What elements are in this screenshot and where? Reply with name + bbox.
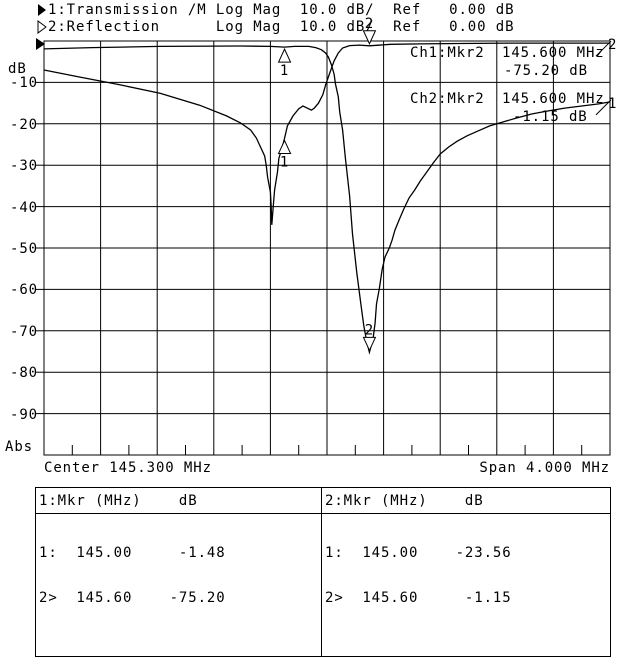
marker-table-row: 1: 145.00 -23.56	[325, 545, 512, 561]
marker-table-ch1: 1:Mkr (MHz) dB 1: 145.00 -1.48 2> 145.60…	[36, 488, 322, 656]
marker-1-symbol-icon	[277, 139, 292, 155]
ch2-readout-freq: 145.600 MHz	[502, 91, 605, 107]
marker-1-symbol-icon	[277, 47, 292, 63]
traces: 12	[43, 37, 617, 355]
y-axis-label: -70	[10, 323, 38, 340]
ch2-readout-label: Ch2:Mkr2	[410, 91, 485, 107]
y-axis-label: -90	[10, 406, 38, 423]
marker-table: 1:Mkr (MHz) dB 1: 145.00 -1.48 2> 145.60…	[35, 487, 611, 657]
marker-1-label: 1	[280, 155, 289, 171]
trace-reflection	[43, 42, 610, 225]
y-axis-label: -50	[10, 241, 38, 257]
x-axis-center-label: Center 145.300 MHz	[44, 460, 212, 476]
marker-table-ch2: 2:Mkr (MHz) dB 1: 145.00 -23.56 2> 145.6…	[322, 488, 610, 656]
y-axis-label: -80	[10, 365, 38, 382]
x-axis-span-label: Span 4.000 MHz	[479, 460, 610, 476]
channel2-arrow-icon	[37, 20, 47, 34]
marker-2-label: 2	[365, 322, 374, 338]
trace-end-tick	[595, 99, 612, 116]
ch1-readout-value: -75.20 dB	[504, 63, 588, 79]
grid	[36, 40, 611, 456]
reference-position-marker-icon	[36, 38, 45, 50]
trace-end-label: 1	[608, 96, 617, 112]
channel2-header: 2:Reflection Log Mag 10.0 dB/ Ref 0.00 d…	[48, 19, 515, 35]
ch1-readout-freq: 145.600 MHz	[502, 45, 605, 61]
y-axis-mode-label: Abs	[5, 439, 33, 455]
marker-table-row: 1: 145.00 -1.48	[39, 545, 226, 561]
marker-1-label: 1	[280, 63, 289, 79]
channel1-active-arrow-icon	[38, 4, 46, 16]
marker-2-symbol-icon	[362, 336, 377, 352]
marker-table-row: 2> 145.60 -1.15	[325, 590, 512, 606]
trace-end-label: 2	[608, 37, 617, 53]
plot-border	[43, 40, 611, 456]
marker-table-ch2-header: 2:Mkr (MHz) dB	[322, 488, 610, 514]
trace-transmission	[43, 45, 611, 355]
y-axis-label: -60	[10, 282, 38, 299]
ch2-readout-value: -1.15 dB	[513, 109, 588, 125]
y-axis-label: -30	[10, 158, 38, 175]
y-axis-label: -10	[10, 75, 38, 92]
y-axis-unit-label: dB	[8, 61, 27, 77]
marker-table-row: 2> 145.60 -75.20	[39, 590, 226, 606]
marker-readout: Ch1:Mkr2 145.600 MHz -75.20 dB Ch2:Mkr2 …	[410, 45, 605, 125]
marker-table-ch1-header: 1:Mkr (MHz) dB	[36, 488, 321, 514]
y-axis-label: -20	[10, 116, 38, 133]
y-axis-label: -40	[10, 199, 38, 216]
ch1-readout-label: Ch1:Mkr2	[410, 45, 485, 61]
trace-end-tick	[595, 40, 612, 57]
channel1-header: 1:Transmission /M Log Mag 10.0 dB/ Ref 0…	[48, 2, 515, 18]
